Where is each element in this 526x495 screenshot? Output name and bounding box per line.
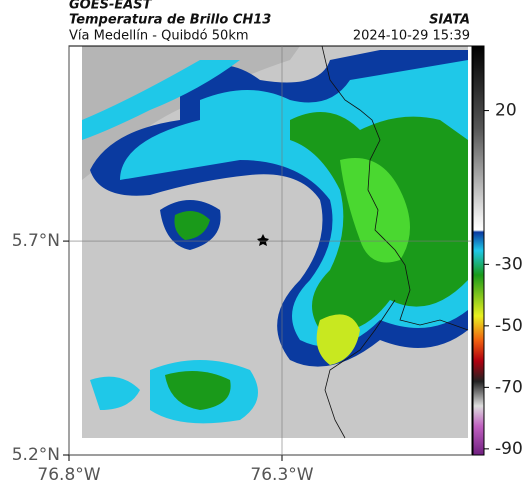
location-star — [257, 234, 269, 246]
colorbar-tick-label: -90 — [495, 439, 523, 459]
y-tick-label: 5.7°N — [12, 231, 60, 251]
x-tick-label: 76.8°W — [37, 465, 100, 485]
x-tick-label: 76.3°W — [250, 465, 313, 485]
timestamp: 2024-10-29 15:39 — [353, 29, 470, 44]
agency: SIATA — [429, 13, 470, 28]
colorbar — [472, 45, 485, 456]
y-tick-label: 5.2°N — [12, 445, 60, 465]
source: GOES-EAST — [69, 0, 153, 13]
colorbar-tick-label: -50 — [495, 316, 523, 336]
subtitle: Vía Medellín - Quibdó 50km — [69, 29, 249, 44]
title: Temperatura de Brillo CH13 — [69, 13, 271, 28]
border-line — [321, 45, 469, 439]
satellite-image — [82, 46, 468, 438]
colorbar-tick-label: -30 — [495, 254, 523, 274]
colorbar-tick-label: -70 — [495, 377, 523, 397]
colorbar-tick-label: 20 — [495, 101, 517, 121]
